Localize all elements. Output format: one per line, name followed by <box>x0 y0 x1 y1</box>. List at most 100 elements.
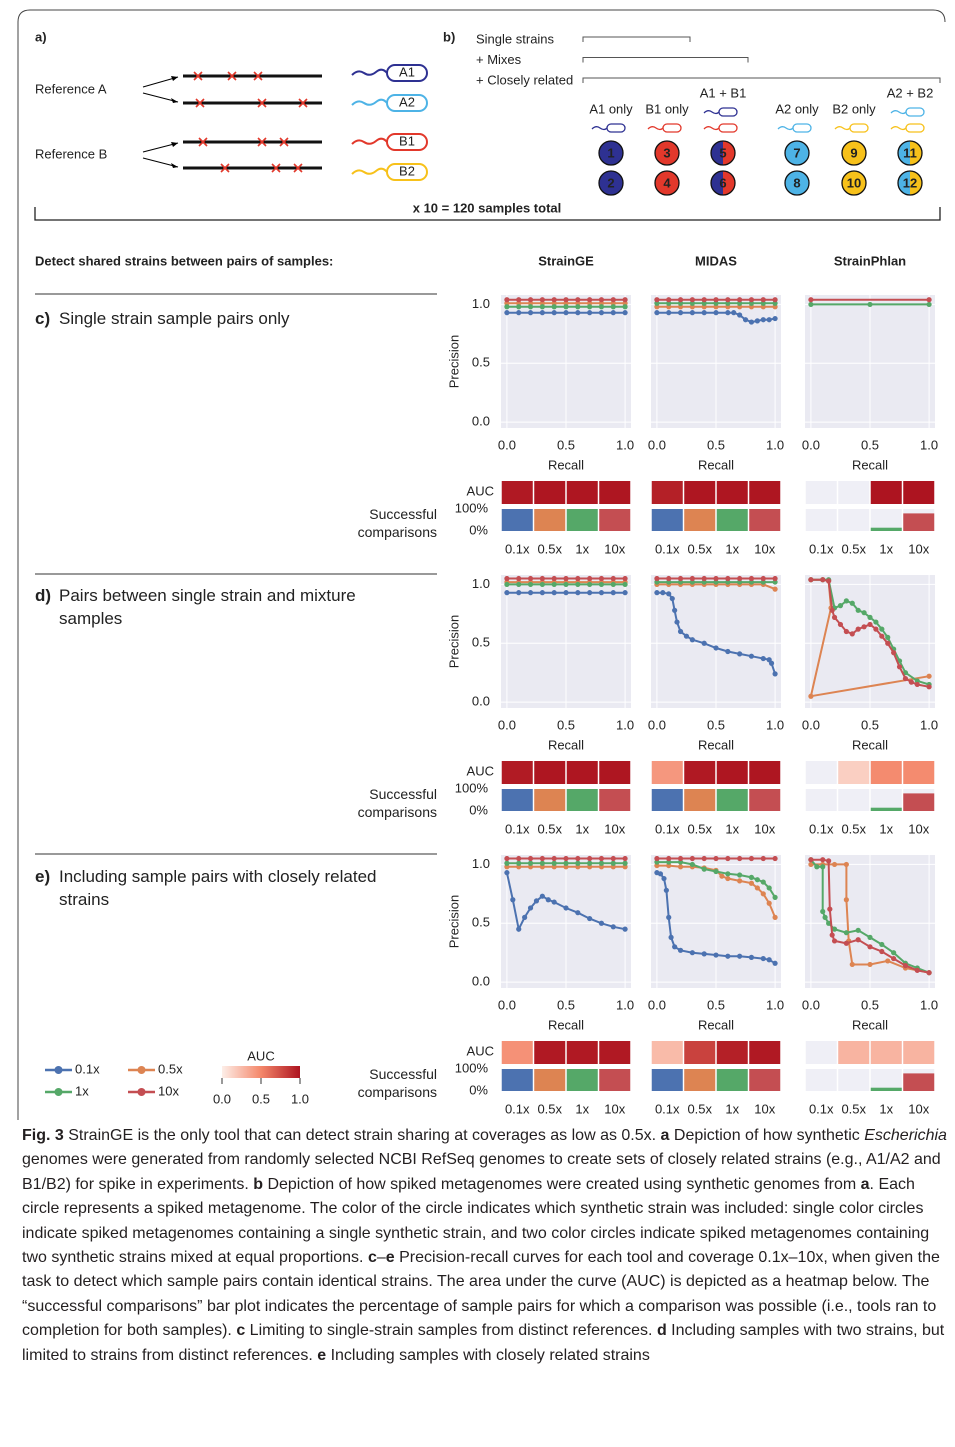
success-bar <box>684 509 716 531</box>
pr-point <box>598 297 605 303</box>
success-bar <box>749 1069 781 1091</box>
strain-tail <box>351 167 388 175</box>
y-tick-label: 0.0 <box>472 694 490 709</box>
pr-point <box>539 310 545 316</box>
success-bar <box>903 793 935 811</box>
pr-point <box>563 905 569 911</box>
pr-point <box>527 304 534 310</box>
auc-cell <box>501 481 533 504</box>
pr-point <box>666 855 672 862</box>
mutation <box>293 163 303 173</box>
pr-point <box>837 621 844 628</box>
pr-point <box>539 860 545 866</box>
x-tick-label: 1.0 <box>920 997 938 1012</box>
x-tick-label: 0.0 <box>498 717 516 732</box>
pr-point <box>677 947 684 953</box>
pr-point <box>914 967 920 973</box>
pr-point <box>827 906 833 912</box>
pr-point <box>760 297 766 303</box>
mutation <box>257 137 267 147</box>
sample-half <box>723 141 735 165</box>
auc-cell <box>716 1041 748 1064</box>
pr-point <box>748 880 755 886</box>
coverage-label: 1x <box>725 1101 739 1116</box>
pr-point <box>737 651 743 657</box>
pr-point <box>598 920 605 926</box>
pr-point <box>587 581 593 588</box>
x-tick-label: 0.5 <box>861 997 879 1012</box>
success-bar <box>501 1069 533 1091</box>
pr-point <box>742 317 749 323</box>
legend-label: 0.1x <box>75 1061 100 1076</box>
pr-point <box>674 619 680 625</box>
pr-point <box>660 590 666 596</box>
coverage-label: 1x <box>575 821 589 836</box>
pr-point <box>539 893 545 899</box>
row-title: e) Including sample pairs with closely re… <box>35 865 420 911</box>
pr-point <box>808 693 814 699</box>
group-label: B2 only <box>832 101 876 116</box>
success-bar <box>534 1069 566 1091</box>
pr-point <box>539 575 545 582</box>
pr-point <box>587 304 593 310</box>
sample-half <box>898 141 910 165</box>
success-bar <box>870 807 902 811</box>
legend-label: 1x <box>75 1083 89 1098</box>
coverage-label: 1x <box>879 541 893 556</box>
pr-point <box>533 898 540 904</box>
strain-icon-tail <box>890 110 907 115</box>
pr-point <box>516 590 522 596</box>
pr-point <box>551 297 557 303</box>
sample-circle <box>654 140 680 166</box>
pr-point <box>731 310 737 316</box>
x-tick-label: 0.0 <box>648 437 666 452</box>
auc-cell <box>684 1041 716 1064</box>
pr-point <box>610 304 616 310</box>
sample-circle <box>897 140 923 166</box>
pr-point <box>926 297 932 303</box>
pr-point <box>772 855 778 862</box>
pr-point <box>563 297 569 303</box>
x-tick-label: 1.0 <box>920 437 938 452</box>
pr-point <box>826 920 832 926</box>
coverage-label: 1x <box>725 541 739 556</box>
pr-point <box>666 591 672 597</box>
sample-number: 7 <box>793 145 800 160</box>
pr-point <box>808 857 814 863</box>
pr-point <box>808 297 814 303</box>
pr-point <box>725 953 731 959</box>
auc-cell-background <box>805 761 837 784</box>
mutation <box>257 98 267 108</box>
success-tick-label: 0% <box>469 1082 488 1097</box>
pr-point <box>760 855 766 862</box>
pr-point <box>539 590 545 596</box>
pr-point <box>563 581 569 588</box>
pr-point <box>598 590 605 596</box>
pr-point <box>748 319 755 325</box>
pr-point <box>867 301 873 308</box>
row-letter: e) <box>35 867 51 886</box>
mutation <box>220 163 230 173</box>
x-tick-label: 0.0 <box>802 437 820 452</box>
pr-point <box>516 575 522 582</box>
auc-cell <box>651 481 683 504</box>
pr-point <box>654 590 660 596</box>
coverage-label: 0.1x <box>655 821 680 836</box>
mutation <box>298 98 308 108</box>
strain-icon-tail <box>591 126 608 131</box>
set-bracket <box>582 57 749 63</box>
pr-point <box>867 621 873 628</box>
pr-point <box>663 887 669 893</box>
sample-number: 6 <box>719 175 726 190</box>
pr-point <box>879 948 885 955</box>
pr-point <box>622 304 628 310</box>
pr-point <box>737 878 743 884</box>
pr-point <box>527 581 534 588</box>
y-axis-label: Precision <box>446 615 461 668</box>
auc-label: AUC <box>467 1043 494 1058</box>
coverage-label: 0.5x <box>841 821 866 836</box>
pr-point <box>713 952 719 958</box>
x-tick-label: 0.5 <box>861 437 879 452</box>
pr-point <box>760 955 766 962</box>
pr-point <box>701 866 707 872</box>
